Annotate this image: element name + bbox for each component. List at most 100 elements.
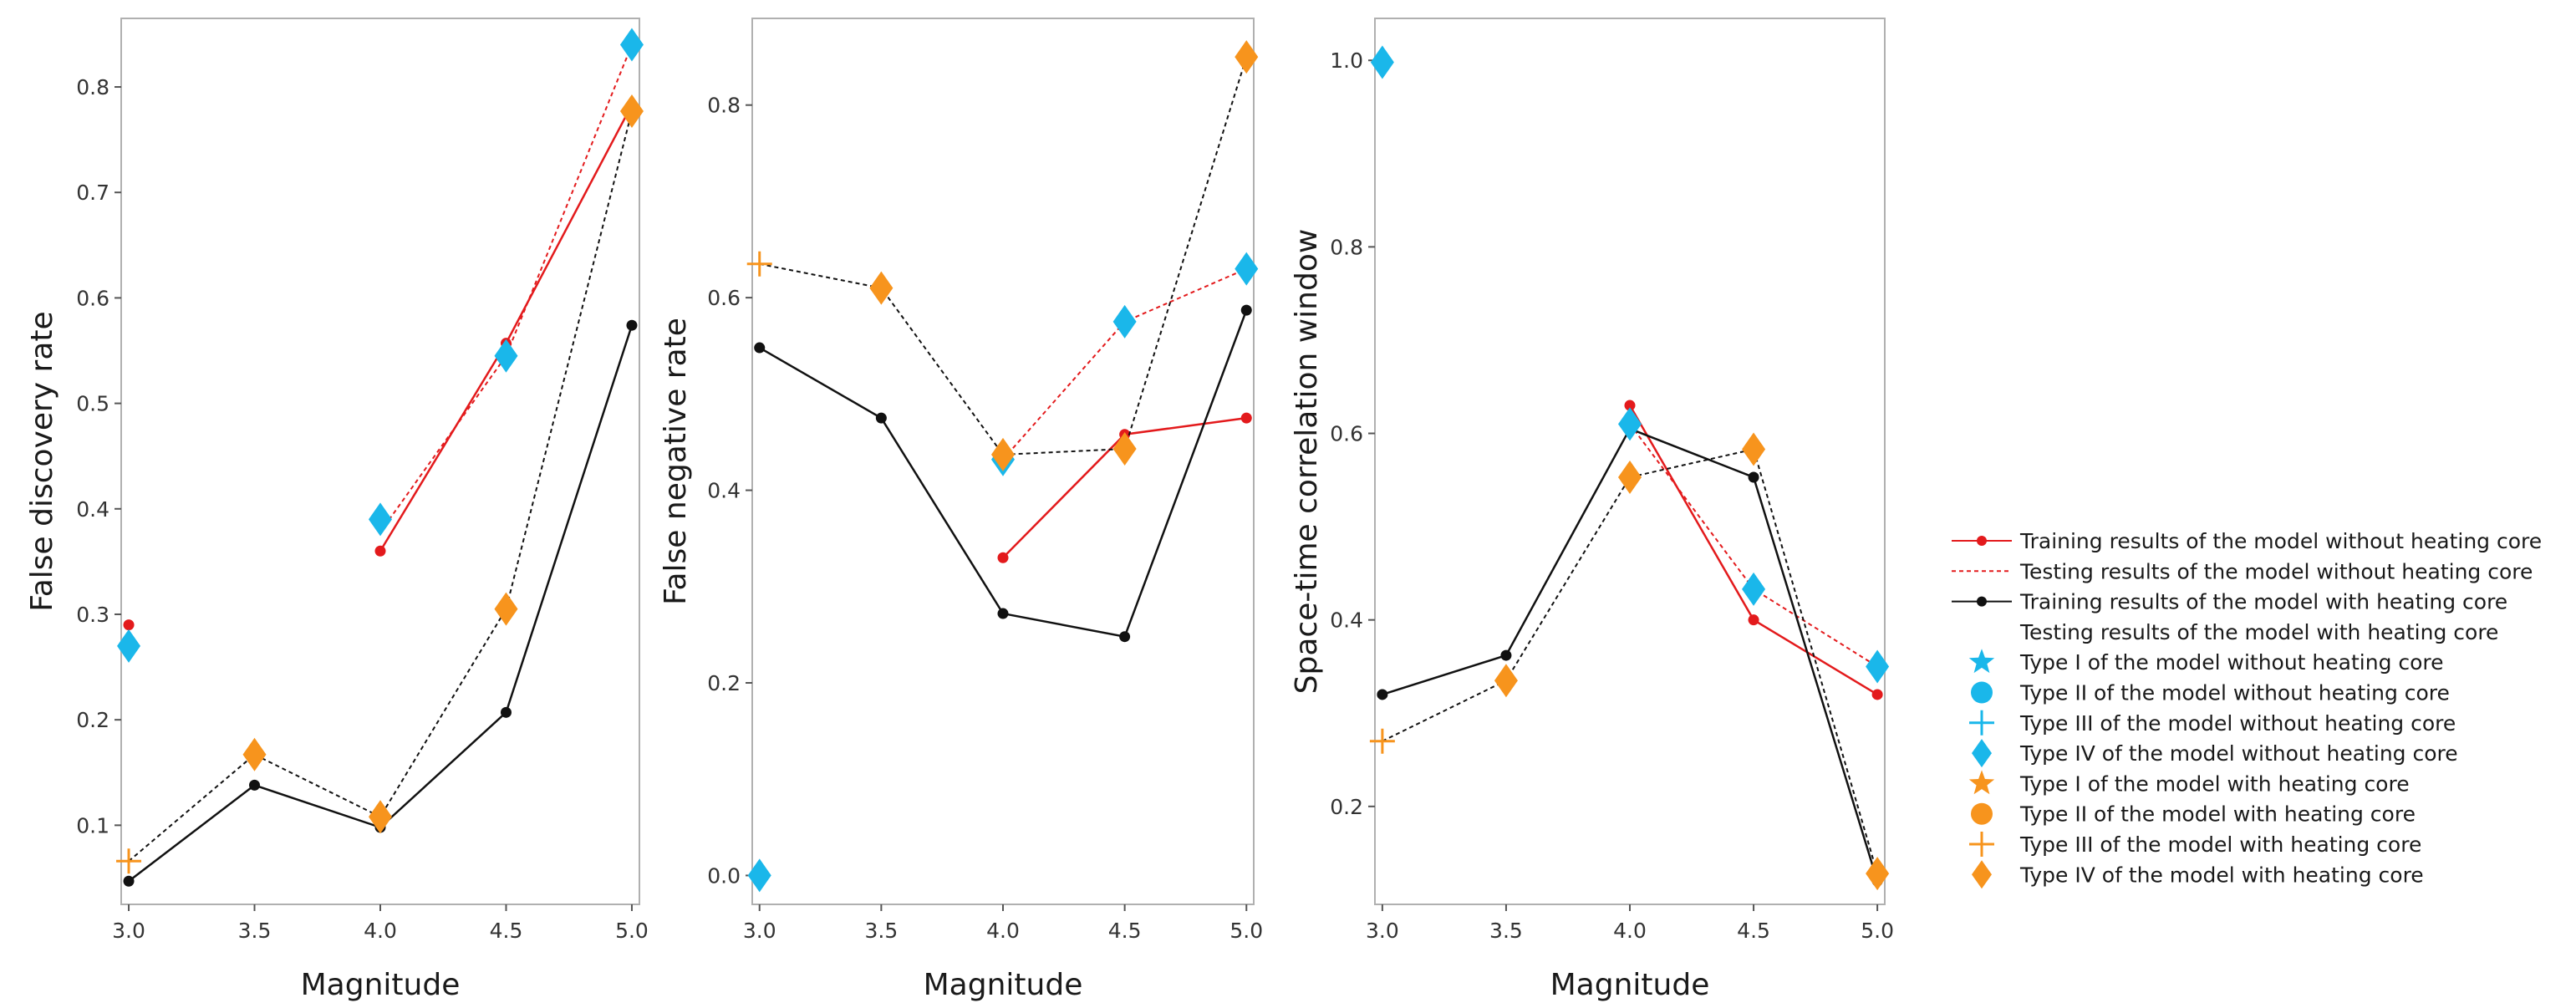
legend-label: Testing results of the model without hea… xyxy=(2019,559,2533,583)
y-tick-label: 0.3 xyxy=(76,603,109,627)
legend-label: Training results of the model without he… xyxy=(2019,529,2542,553)
y-tick-label: 0.8 xyxy=(707,94,741,118)
x-tick-label: 3.0 xyxy=(112,919,145,943)
x-axis-title: Magnitude xyxy=(924,968,1083,1002)
cyan-diamond-marker xyxy=(1112,304,1137,339)
orange-diamond-marker xyxy=(1742,432,1766,466)
legend-symbol-diamond xyxy=(1972,860,1992,889)
y-tick-label: 0.4 xyxy=(1330,608,1363,633)
y-tick-label: 1.0 xyxy=(1330,48,1363,73)
x-axis-title: Magnitude xyxy=(301,968,461,1002)
chart-legend: Training results of the model without he… xyxy=(1952,529,2542,889)
legend-circle xyxy=(1971,681,1993,704)
legend-label: Testing results of the model with heatin… xyxy=(2019,620,2498,644)
legend-label: Type I of the model without heating core xyxy=(2019,650,2444,675)
y-axis-title: Space-time correlation window xyxy=(1290,229,1324,695)
data-point-train-black xyxy=(1500,649,1512,661)
x-tick-label: 3.0 xyxy=(743,919,776,943)
x-tick-label: 4.5 xyxy=(1108,919,1142,943)
x-tick-label: 4.5 xyxy=(1737,919,1770,943)
legend-dot xyxy=(1977,536,1987,546)
data-point-train-black xyxy=(875,412,887,424)
cyan-diamond-marker xyxy=(1235,252,1259,286)
x-tick-label: 3.5 xyxy=(238,919,272,943)
y-axis-title: False negative rate xyxy=(659,318,693,605)
data-point-train-black xyxy=(1240,304,1252,316)
data-point-train-black xyxy=(1377,689,1388,700)
cyan-diamond-marker xyxy=(1742,572,1766,606)
data-point-train-red xyxy=(1748,614,1759,626)
legend-plus xyxy=(1969,710,1994,736)
legend-star xyxy=(1968,649,1995,674)
x-tick-label: 4.5 xyxy=(490,919,523,943)
x-tick-label: 3.5 xyxy=(1489,919,1523,943)
y-tick-label: 0.5 xyxy=(76,392,109,416)
y-axis-title: False discovery rate xyxy=(25,311,59,611)
orange-diamond-marker xyxy=(869,271,893,305)
data-point-train-black xyxy=(249,779,261,791)
orange-plus-marker xyxy=(1369,728,1395,754)
chart-panel-2: 3.0 3.5 4.0 4.5 5.0 0.0 0.2 0.4 0.6 0.8 Magnitude F… xyxy=(659,18,1263,1002)
data-point-train-red xyxy=(1240,412,1252,424)
series-line-test-black xyxy=(759,56,1248,456)
legend-star xyxy=(1968,770,1995,795)
orange-diamond-marker xyxy=(619,94,644,129)
y-tick-label: 0.2 xyxy=(76,708,109,732)
data-point-train-black xyxy=(997,608,1009,619)
orange-plus-marker xyxy=(116,848,142,874)
cyan-diamond-marker xyxy=(117,629,141,663)
data-point-train-black xyxy=(123,875,135,887)
y-tick-label: 0.0 xyxy=(707,863,741,888)
cyan-diamond-marker xyxy=(1866,649,1890,684)
y-tick-label: 0.6 xyxy=(76,286,109,310)
legend-label: Type II of the model with heating core xyxy=(2019,802,2416,827)
y-tick-label: 0.4 xyxy=(76,497,109,522)
legend-symbol-line-dot xyxy=(1952,536,2012,546)
cyan-diamond-marker xyxy=(1370,45,1394,79)
y-tick-label: 0.8 xyxy=(1330,235,1363,259)
cyan-diamond-marker xyxy=(1618,407,1642,441)
chart-panel-1: 3.0 3.5 4.0 4.5 5.0 0.1 0.2 0.3 0.4 0.5 0.6 0.7 0.8 M… xyxy=(25,18,649,1002)
legend-symbol-circle xyxy=(1971,681,1993,704)
legend-symbol-line-dot xyxy=(1952,596,2012,607)
legend-label: Training results of the model with heati… xyxy=(2019,590,2507,614)
legend-symbol-star xyxy=(1968,770,1995,795)
orange-diamond-marker xyxy=(242,737,267,771)
orange-diamond-marker xyxy=(1618,460,1642,494)
x-tick-label: 5.0 xyxy=(1229,919,1263,943)
orange-diamond-marker xyxy=(494,592,518,626)
legend-symbol-star xyxy=(1968,649,1995,674)
legend-symbol-plus xyxy=(1969,710,1994,736)
cyan-diamond-marker xyxy=(619,28,644,62)
y-tick-label: 0.8 xyxy=(76,75,109,99)
x-axis-title: Magnitude xyxy=(1550,968,1710,1002)
legend-symbol-circle xyxy=(1971,802,1993,825)
orange-diamond-marker xyxy=(369,800,392,834)
x-tick-label: 5.0 xyxy=(615,919,649,943)
data-point-train-red xyxy=(374,545,386,557)
legend-diamond xyxy=(1972,860,1992,889)
y-tick-label: 0.2 xyxy=(707,671,741,695)
legend-plus xyxy=(1969,832,1994,857)
legend-label: Type IV of the model without heating cor… xyxy=(2019,741,2458,766)
legend-label: Type I of the model with heating core xyxy=(2019,771,2410,796)
series-line-test-black xyxy=(1382,448,1879,874)
chart-panel-3: 3.0 3.5 4.0 4.5 5.0 0.2 0.4 0.6 0.8 1.0 Magnitude S… xyxy=(1290,18,1894,1002)
x-tick-label: 4.0 xyxy=(1613,919,1647,943)
series-line-test-red xyxy=(379,44,633,533)
y-tick-label: 0.6 xyxy=(1330,422,1363,446)
cyan-diamond-marker xyxy=(494,339,518,373)
legend-label: Type II of the model without heating cor… xyxy=(2019,681,2450,705)
orange-diamond-marker xyxy=(1494,664,1518,698)
plot-frame xyxy=(120,18,640,905)
orange-diamond-marker xyxy=(991,437,1015,471)
x-tick-label: 4.0 xyxy=(986,919,1020,943)
orange-plus-marker xyxy=(746,251,772,277)
data-point-train-red xyxy=(997,552,1009,563)
legend-symbol-plus xyxy=(1969,832,1994,857)
x-tick-label: 4.0 xyxy=(364,919,397,943)
orange-diamond-marker xyxy=(1866,857,1890,891)
y-tick-label: 0.1 xyxy=(76,813,109,837)
data-point-train-black xyxy=(754,342,766,354)
